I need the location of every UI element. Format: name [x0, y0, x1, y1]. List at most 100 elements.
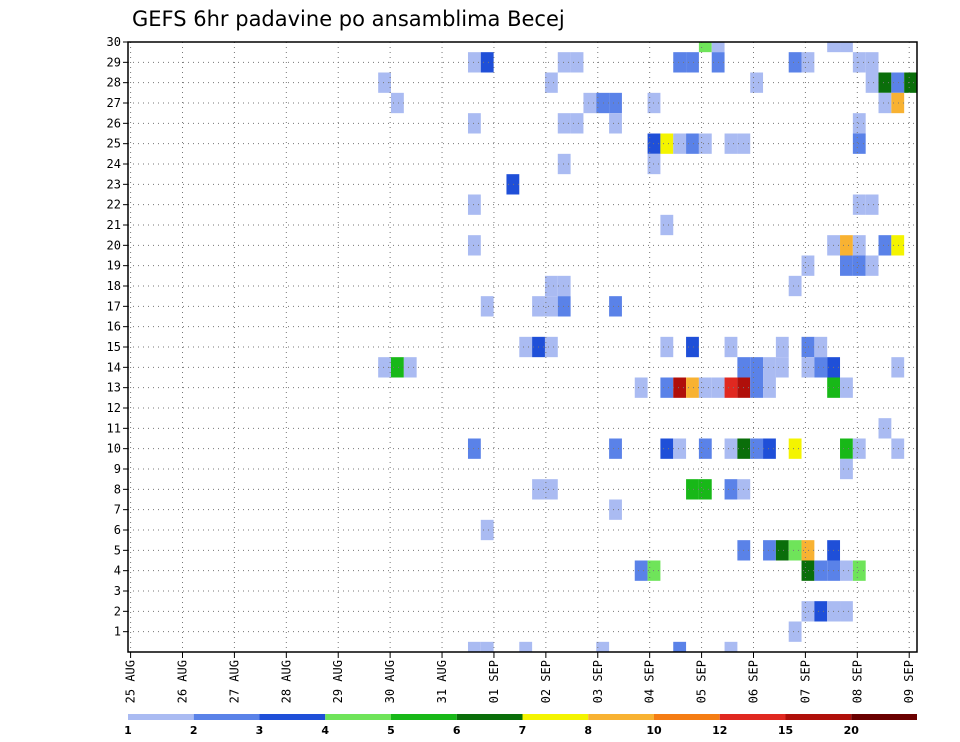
ensemble-cell	[878, 418, 892, 439]
ensemble-cell	[814, 601, 828, 622]
y-tick-label: 11	[107, 421, 121, 435]
ensemble-cell	[865, 52, 879, 73]
ensemble-cell	[852, 133, 866, 154]
ensemble-cell	[724, 641, 738, 652]
x-tick-label: 26 AUG	[176, 660, 190, 703]
legend-swatch	[456, 714, 523, 720]
x-axis: 25 AUG 26 AUG 27 AUG 28 AUG 29 AUG 30 AUG 31 A…	[124, 652, 916, 703]
y-tick-label: 21	[107, 218, 121, 232]
ensemble-cell	[557, 113, 571, 134]
ensemble-cell	[891, 438, 905, 459]
x-tick-label: 27 AUG	[227, 660, 241, 703]
ensemble-cell	[378, 72, 391, 93]
y-tick-label: 5	[114, 543, 121, 557]
y-tick-label: 10	[107, 442, 121, 456]
legend-label: 6	[453, 724, 461, 737]
ensemble-cell	[750, 357, 764, 378]
ensemble-cell	[814, 357, 828, 378]
ensemble-cell	[686, 377, 699, 398]
legend-label: 5	[387, 724, 395, 737]
ensemble-cell	[673, 133, 687, 154]
y-tick-label: 16	[107, 320, 121, 334]
x-tick-label: 08 SEP	[850, 660, 864, 703]
ensemble-cell	[519, 641, 533, 652]
ensemble-cell	[724, 438, 738, 459]
x-tick-label: 28 AUG	[279, 660, 293, 703]
ensemble-cell	[840, 235, 853, 256]
legend: 1 2 3 4 5 6 7 8 10 12 15 20	[124, 714, 917, 737]
legend-label: 1	[124, 724, 132, 737]
ensemble-cell	[506, 174, 520, 195]
ensemble-cell	[814, 560, 828, 581]
y-tick-label: 28	[107, 76, 121, 90]
legend-label: 7	[519, 724, 527, 737]
ensemble-cell	[698, 438, 712, 459]
ensemble-cell	[763, 438, 776, 459]
y-tick-label: 22	[107, 198, 121, 212]
ensemble-cell	[557, 275, 571, 297]
ensemble-cell	[480, 296, 494, 317]
legend-swatch	[259, 714, 326, 720]
ensemble-cell	[583, 92, 597, 114]
ensemble-cell	[609, 113, 622, 134]
ensemble-cell	[814, 336, 828, 358]
ensemble-cell	[801, 52, 815, 73]
y-tick-label: 12	[107, 401, 121, 415]
ensemble-cell	[878, 72, 892, 93]
ensemble-cell	[467, 641, 481, 652]
ensemble-cell	[480, 519, 494, 541]
ensemble-cell	[852, 560, 866, 581]
ensemble-cell	[840, 458, 853, 480]
y-tick-label: 9	[114, 462, 121, 476]
ensemble-cell	[467, 438, 481, 459]
ensemble-cell	[660, 438, 674, 459]
ensemble-cell	[775, 336, 789, 358]
legend-swatch	[193, 714, 260, 720]
ensemble-cell	[750, 377, 764, 398]
legend-label: 10	[646, 724, 662, 737]
ensemble-cell	[698, 42, 712, 53]
y-tick-label: 23	[107, 177, 121, 191]
x-tick-label: 09 SEP	[902, 660, 916, 703]
ensemble-cell	[557, 296, 571, 317]
ensemble-cell	[788, 438, 802, 459]
y-tick-label: 17	[107, 299, 121, 313]
ensemble-cell	[660, 214, 674, 236]
y-axis: 1234567891011121314151617181920212223242…	[107, 35, 128, 639]
ensemble-cell	[840, 42, 853, 53]
ensemble-cell	[711, 42, 725, 53]
ensemble-cell	[878, 92, 892, 114]
legend-swatch	[128, 714, 194, 720]
ensemble-cell	[480, 641, 494, 652]
ensemble-cell	[891, 72, 905, 93]
legend-swatch	[654, 714, 720, 720]
cells-layer	[378, 42, 917, 652]
ensemble-cell	[467, 52, 481, 73]
ensemble-cell	[801, 255, 815, 276]
legend-label: 20	[844, 724, 860, 737]
ensemble-cell	[698, 133, 712, 154]
ensemble-cell	[775, 357, 789, 378]
ensemble-cell	[467, 113, 481, 134]
ensemble-cell	[609, 92, 622, 114]
ensemble-cell	[852, 438, 866, 459]
legend-label: 8	[584, 724, 592, 737]
ensemble-cell	[724, 377, 738, 398]
ensemble-cell	[840, 560, 853, 581]
legend-swatch	[325, 714, 391, 720]
ensemble-cell	[865, 72, 879, 93]
ensemble-cell	[865, 255, 879, 276]
legend-label: 12	[712, 724, 727, 737]
y-tick-label: 29	[107, 55, 121, 69]
y-tick-label: 14	[107, 360, 121, 374]
ensemble-cell	[878, 235, 892, 256]
ensemble-cell	[686, 52, 699, 73]
ensemble-cell	[840, 377, 853, 398]
ensemble-cell	[788, 52, 802, 73]
x-tick-label: 25 AUG	[124, 660, 138, 703]
ensemble-cell	[852, 52, 866, 73]
ensemble-cell	[840, 438, 853, 459]
ensemble-cell	[801, 560, 815, 581]
ensemble-cell	[827, 42, 841, 53]
